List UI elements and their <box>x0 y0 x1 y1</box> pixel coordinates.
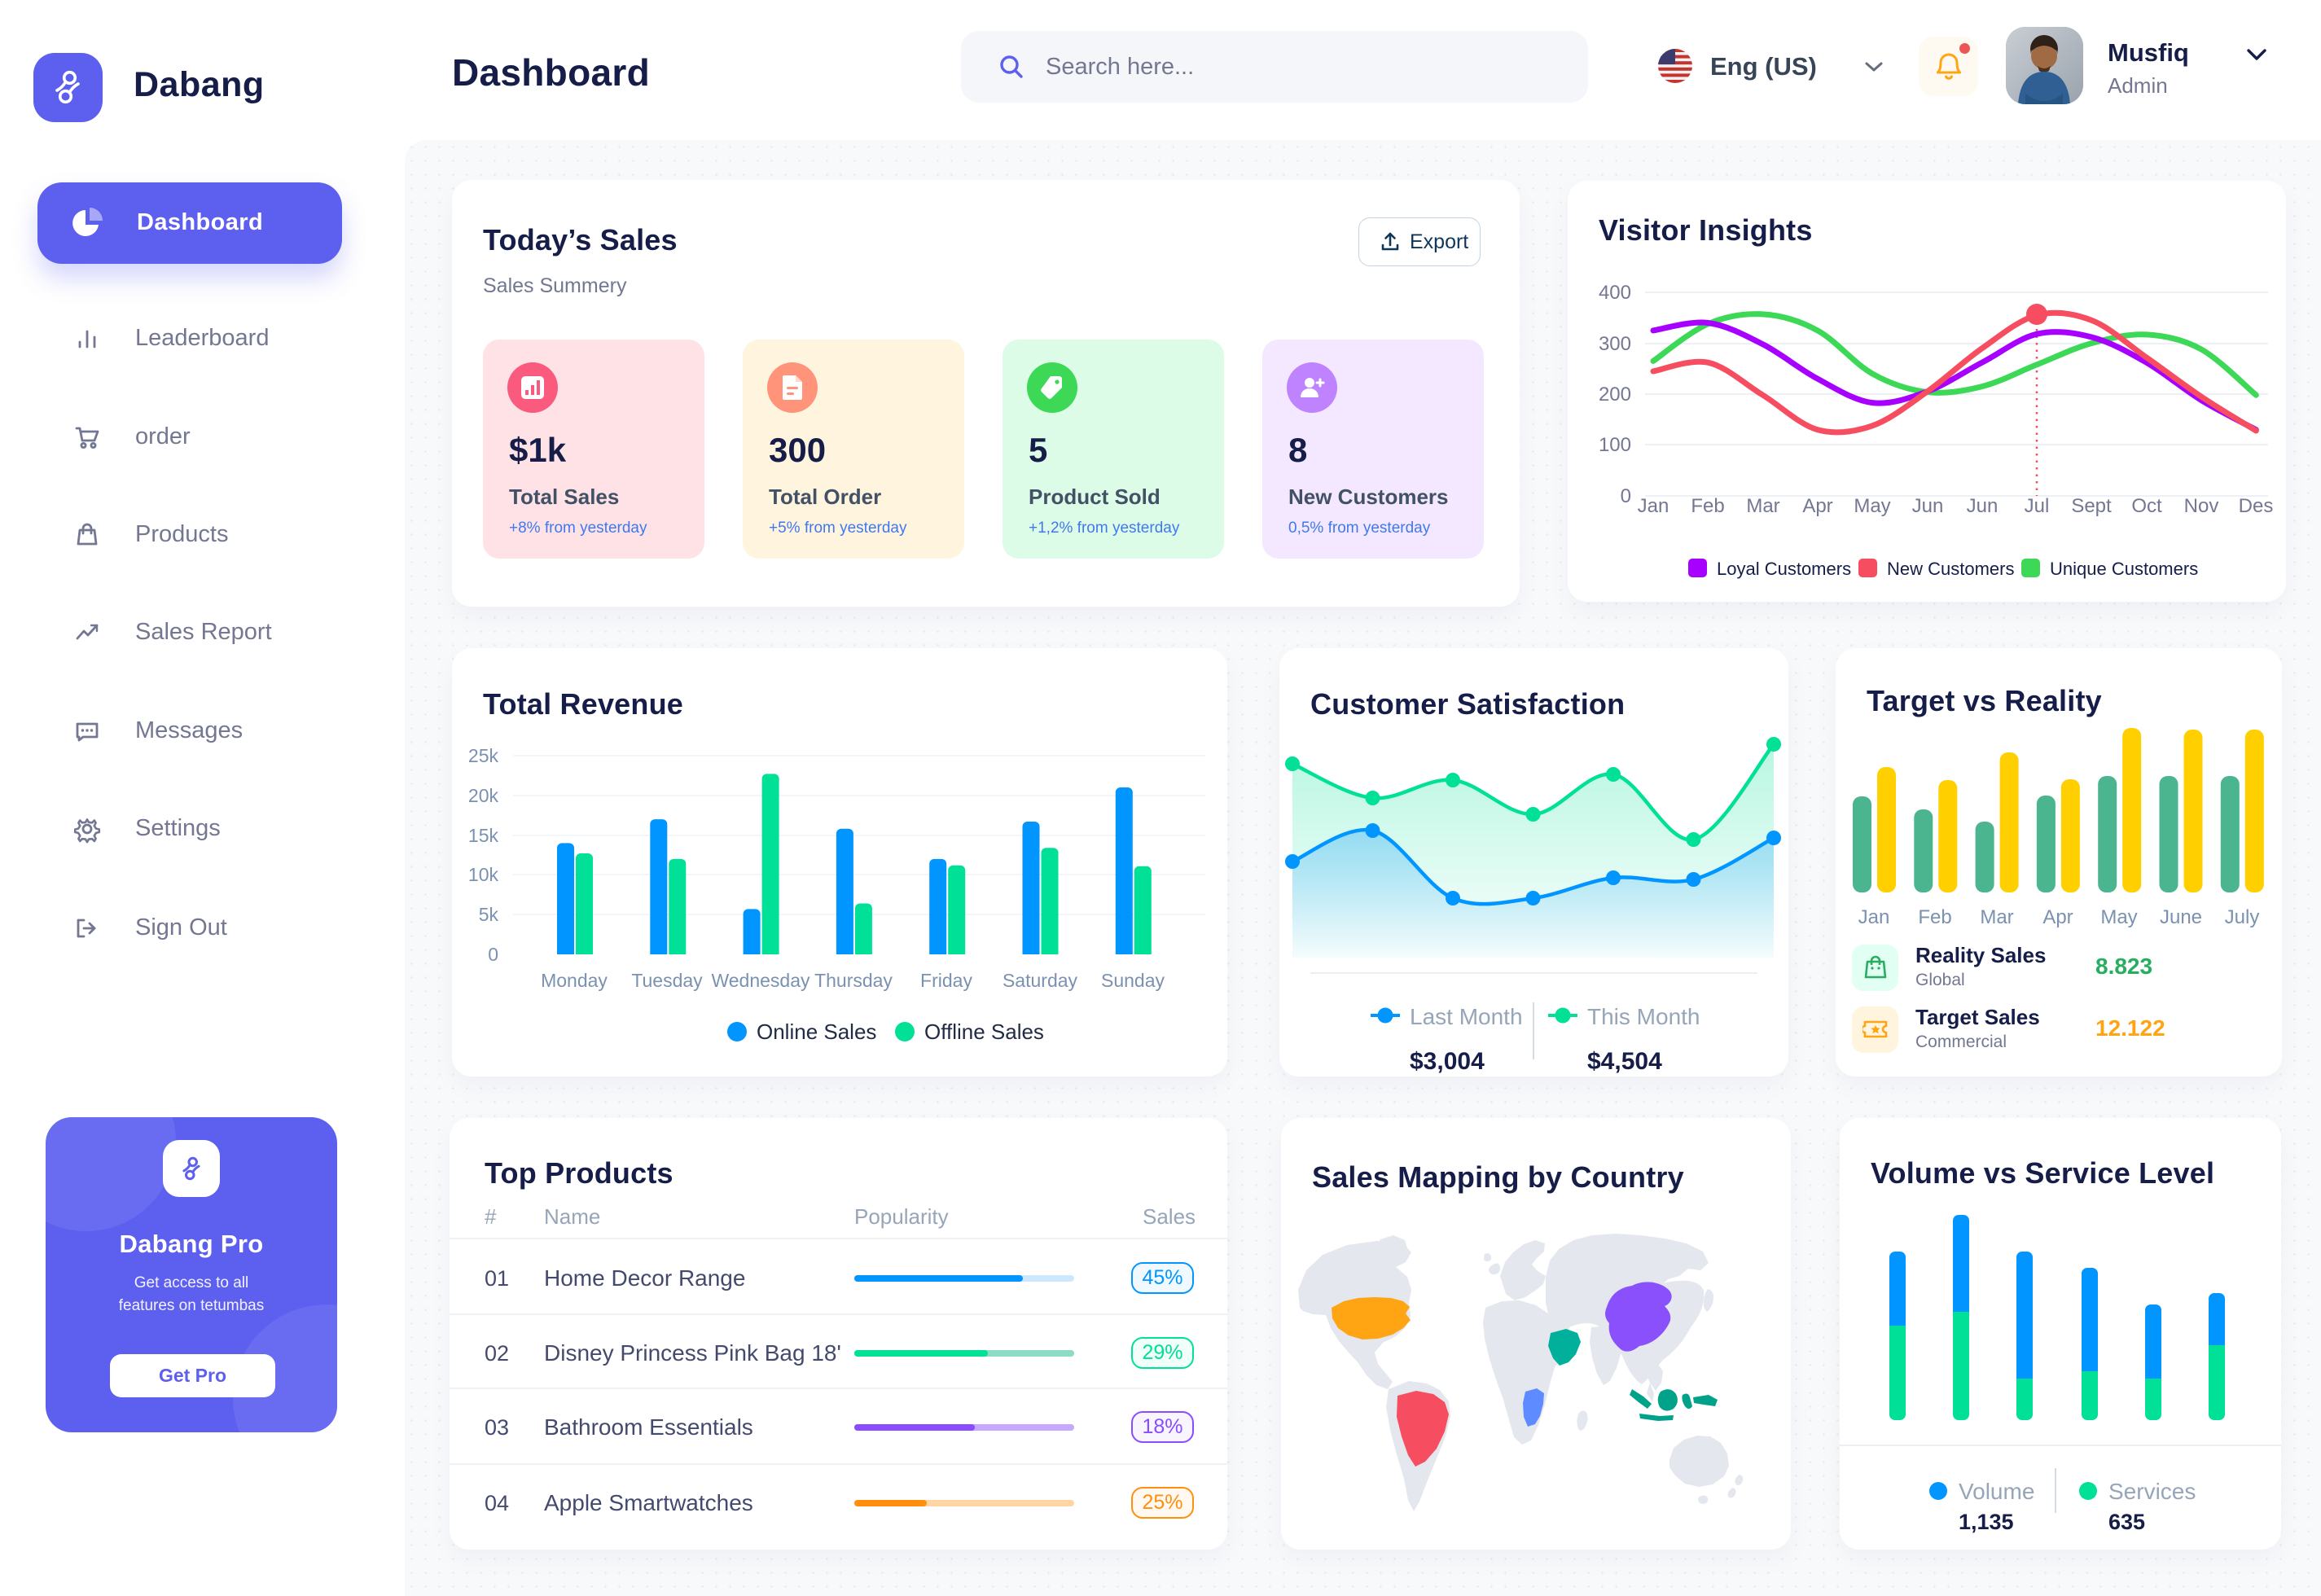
svg-text:Jun: Jun <box>1967 495 1999 517</box>
svg-text:Friday: Friday <box>920 970 972 991</box>
svg-text:Services: Services <box>2108 1479 2196 1504</box>
svg-text:200: 200 <box>1599 384 1631 406</box>
svg-text:Mar: Mar <box>1746 495 1779 517</box>
svg-text:Des: Des <box>2239 495 2274 517</box>
svg-text:Sunday: Sunday <box>1101 970 1165 991</box>
svg-text:1,135: 1,135 <box>1959 1510 2014 1534</box>
svg-text:Wednesday: Wednesday <box>711 970 810 991</box>
svg-text:Mar: Mar <box>1980 906 2013 928</box>
svg-text:Oct: Oct <box>2131 495 2162 517</box>
svg-text:Offline Sales: Offline Sales <box>924 1019 1044 1044</box>
svg-text:Jul: Jul <box>2025 495 2050 517</box>
svg-text:100: 100 <box>1599 434 1631 456</box>
svg-text:May: May <box>2100 906 2137 928</box>
svg-text:Online Sales: Online Sales <box>757 1019 876 1044</box>
svg-text:Saturday: Saturday <box>1003 970 1078 991</box>
svg-text:635: 635 <box>2108 1510 2145 1534</box>
svg-text:Jun: Jun <box>1912 495 1944 517</box>
svg-text:10k: 10k <box>468 864 499 885</box>
svg-text:Feb: Feb <box>1918 906 1951 928</box>
svg-text:July: July <box>2225 906 2260 928</box>
svg-text:Apr: Apr <box>1802 495 1832 517</box>
svg-text:Monday: Monday <box>541 970 608 991</box>
svg-text:0: 0 <box>488 944 498 965</box>
svg-text:0: 0 <box>1621 485 1631 507</box>
svg-text:Volume: Volume <box>1959 1479 2034 1504</box>
svg-text:May: May <box>1854 495 1890 517</box>
svg-text:300: 300 <box>1599 333 1631 355</box>
svg-text:Sept: Sept <box>2071 495 2112 517</box>
svg-text:Nov: Nov <box>2184 495 2219 517</box>
svg-text:June: June <box>2160 906 2202 928</box>
svg-text:20k: 20k <box>468 785 499 806</box>
svg-text:Thursday: Thursday <box>814 970 893 991</box>
svg-text:400: 400 <box>1599 282 1631 304</box>
svg-text:5k: 5k <box>479 904 499 925</box>
svg-text:Jan: Jan <box>1638 495 1669 517</box>
svg-text:Jan: Jan <box>1858 906 1890 928</box>
svg-text:Feb: Feb <box>1691 495 1724 517</box>
svg-text:Apr: Apr <box>2042 906 2073 928</box>
svg-text:Tuesday: Tuesday <box>631 970 703 991</box>
svg-text:25k: 25k <box>468 745 499 766</box>
svg-text:15k: 15k <box>468 825 499 846</box>
